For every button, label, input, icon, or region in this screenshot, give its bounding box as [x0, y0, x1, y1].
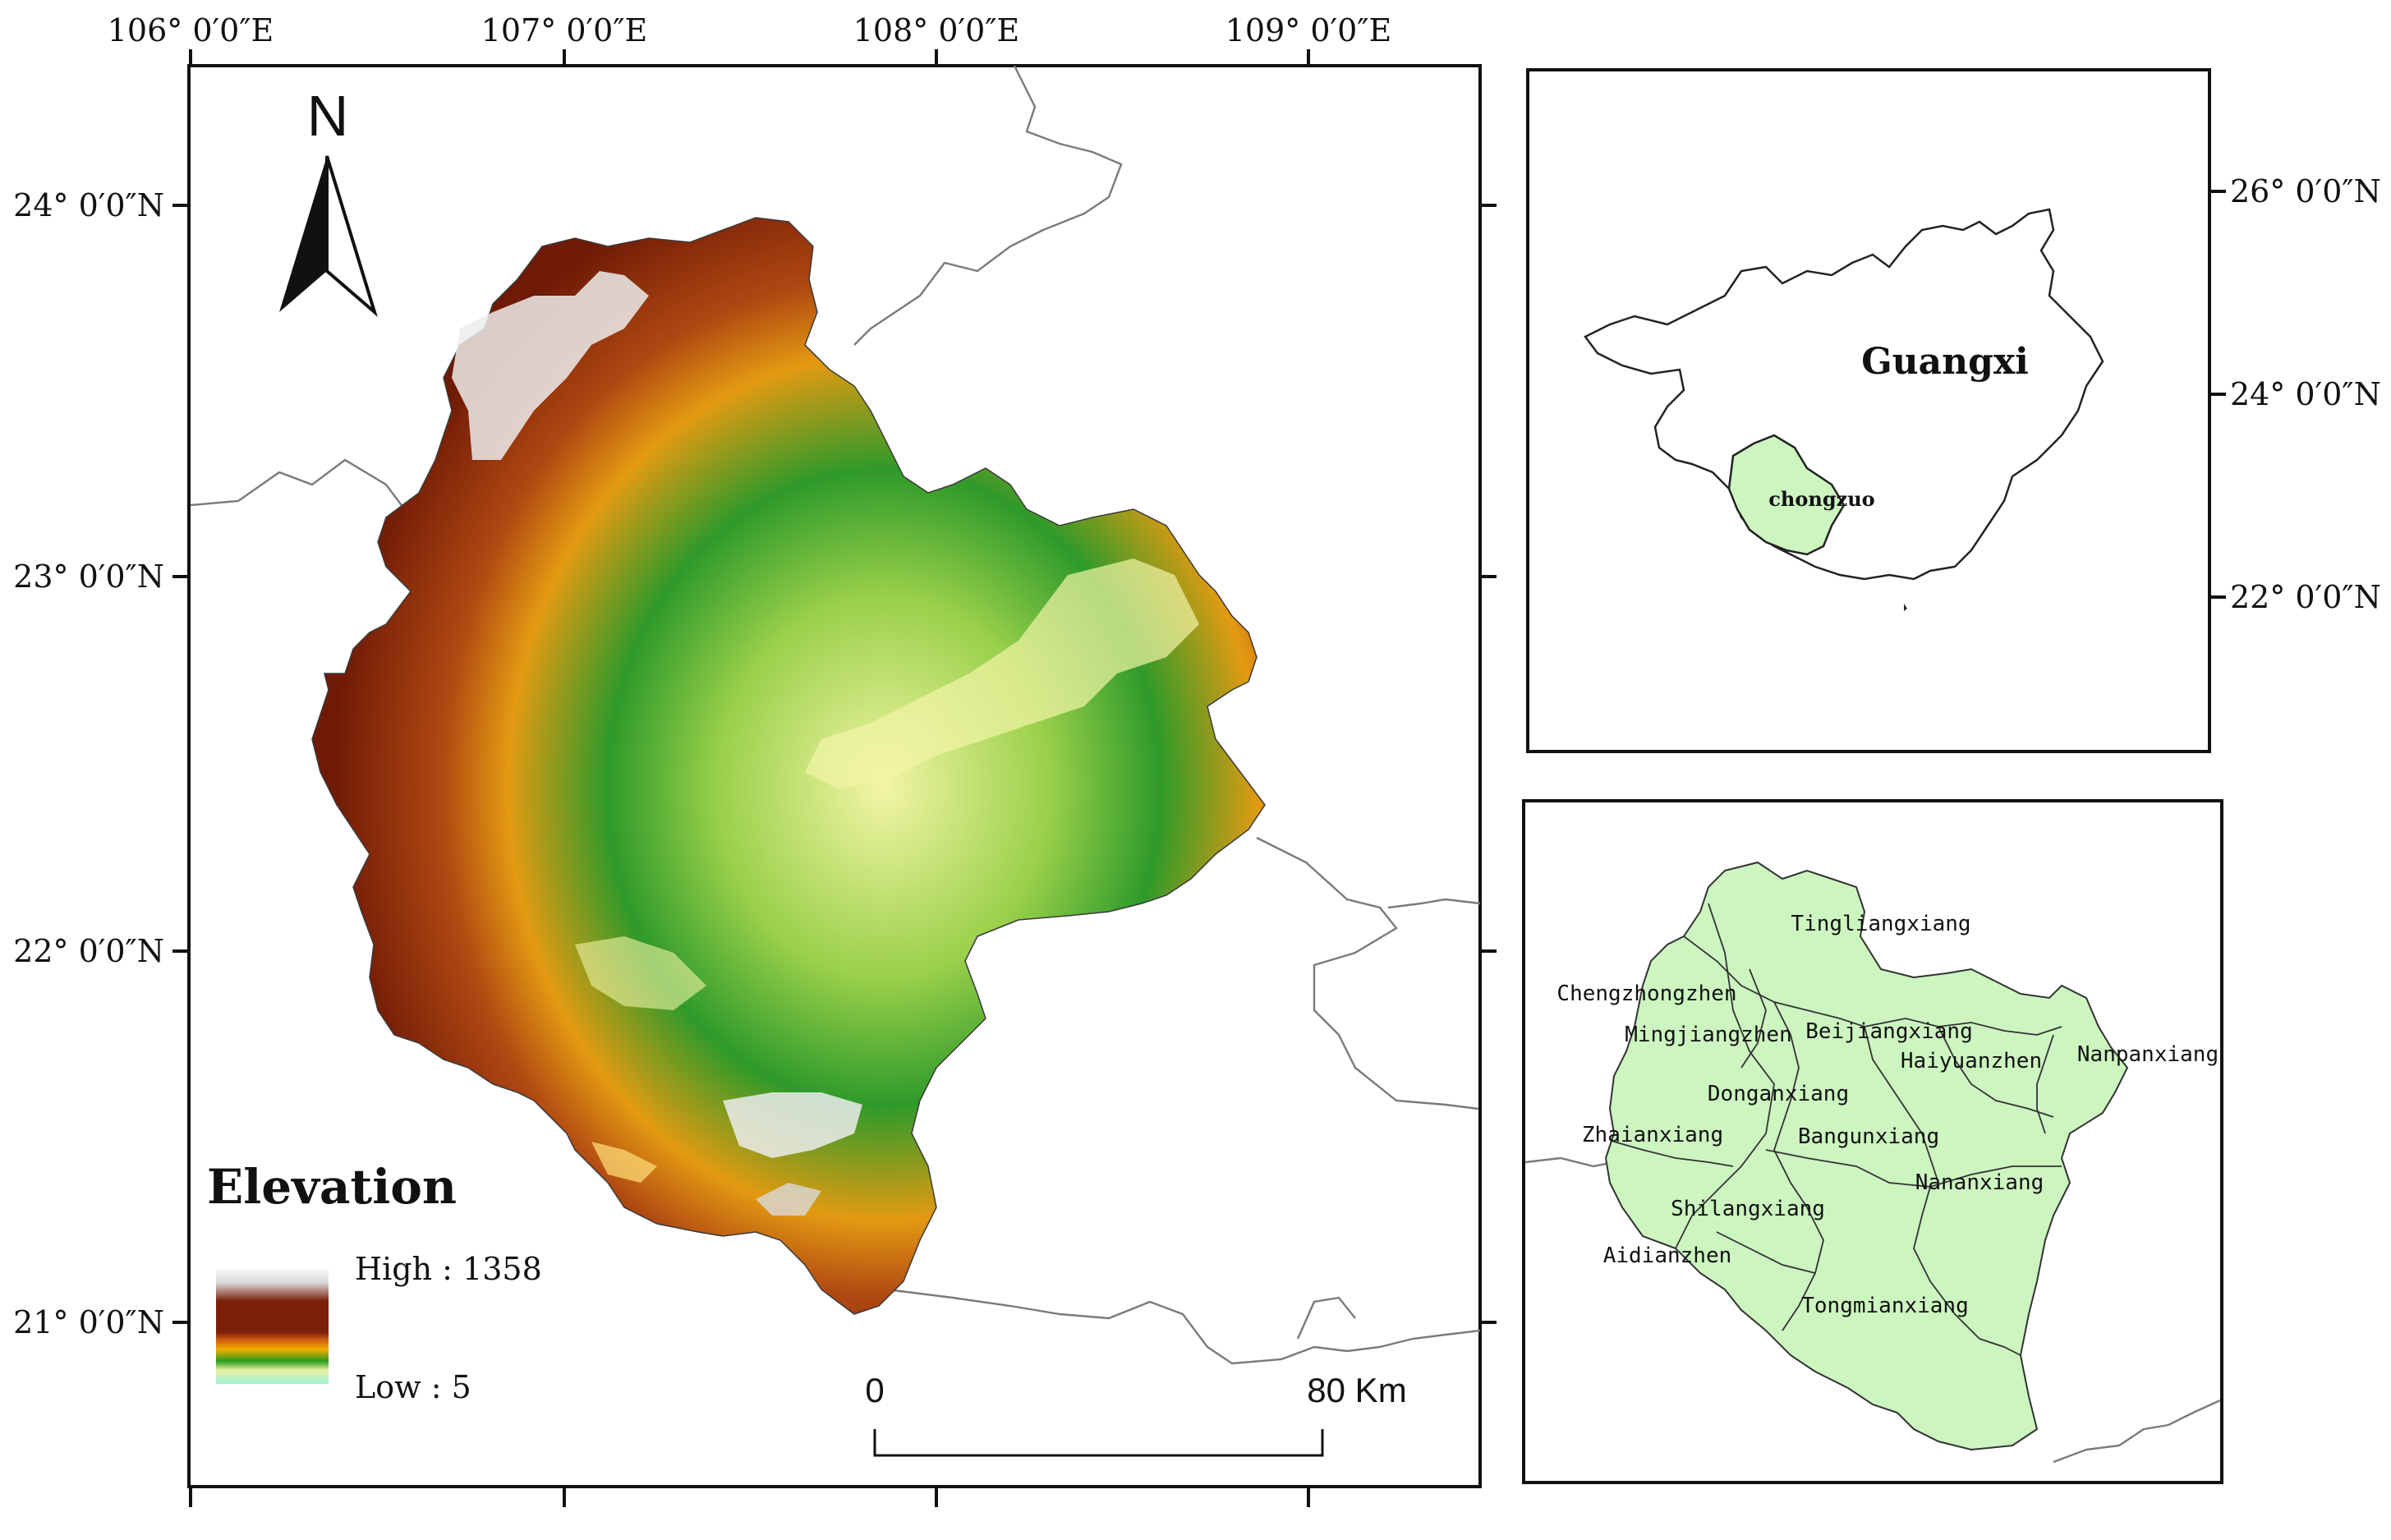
guangxi-outline: [1584, 208, 2104, 581]
town-label: Chengzhongzhen: [1556, 981, 1736, 1006]
township-region: [1604, 861, 2129, 1451]
scale-bar-end: 80 Km: [1307, 1371, 1406, 1409]
town-label: Donganxiang: [1708, 1082, 1849, 1106]
town-label: Haiyuanzhen: [1901, 1049, 2042, 1073]
main-map-ticks: [172, 49, 1497, 1507]
lat-label-22: 22° 0′0″N: [13, 933, 164, 969]
lon-label-107: 107° 0′0″E: [481, 12, 648, 48]
north-arrow-icon: N: [279, 84, 378, 318]
chongzuo-label: chongzuo: [1768, 487, 1874, 511]
legend-high-label: High : 1358: [355, 1251, 542, 1287]
inset-lat-24: 24° 0′0″N: [2230, 376, 2381, 412]
town-label: Beijiangxiang: [1805, 1019, 1973, 1044]
scale-bar-start: 0: [865, 1371, 884, 1409]
lon-label-106: 106° 0′0″E: [108, 12, 274, 48]
legend-low-label: Low : 5: [355, 1369, 471, 1405]
town-label: Mingjiangzhen: [1625, 1023, 1792, 1047]
main-map: 106° 0′0″E 107° 0′0″E 108° 0′0″E 109° 0′…: [13, 12, 1497, 1507]
lon-label-109: 109° 0′0″E: [1225, 12, 1392, 48]
lat-label-24: 24° 0′0″N: [13, 187, 164, 223]
town-label: Nananxiang: [1915, 1170, 2044, 1195]
legend-title: Elevation: [207, 1159, 457, 1215]
inset-lat-26: 26° 0′0″N: [2230, 173, 2381, 209]
lat-label-23: 23° 0′0″N: [13, 559, 164, 595]
town-label: Aidianzhen: [1603, 1243, 1732, 1268]
scale-bar: 0 80 Km: [865, 1371, 1407, 1457]
township-dividers: [1613, 903, 2062, 1356]
town-label: Zhaianxiang: [1582, 1123, 1723, 1147]
town-label: Nanpanxiang: [2077, 1042, 2219, 1067]
town-label: Tongmianxiang: [1801, 1294, 1969, 1318]
town-label: Shilangxiang: [1671, 1197, 1825, 1221]
town-label: Bangunxiang: [1798, 1124, 1939, 1149]
inset-townships: Tingliangxiang Chengzhongzhen Mingjiangz…: [1522, 799, 2223, 1484]
north-arrow-label: N: [307, 84, 349, 148]
lat-label-21: 21° 0′0″N: [13, 1304, 164, 1340]
chongzuo-highlight: [1727, 434, 1846, 556]
inset-guangxi: 26° 0′0″N 24° 0′0″N 22° 0′0″N Guangxi ch…: [1526, 68, 2381, 753]
legend-color-ramp: [216, 1269, 329, 1384]
lon-label-108: 108° 0′0″E: [853, 12, 1020, 48]
town-label: Tingliangxiang: [1791, 912, 1970, 936]
inset-lat-22: 22° 0′0″N: [2230, 579, 2381, 615]
guangxi-label: Guangxi: [1861, 341, 2029, 383]
elevation-legend: Elevation High : 1358 Low : 5: [207, 1159, 542, 1405]
chongzuo-elevation-region: [311, 217, 1266, 1315]
surrounding-boundaries: [190, 65, 1481, 1365]
